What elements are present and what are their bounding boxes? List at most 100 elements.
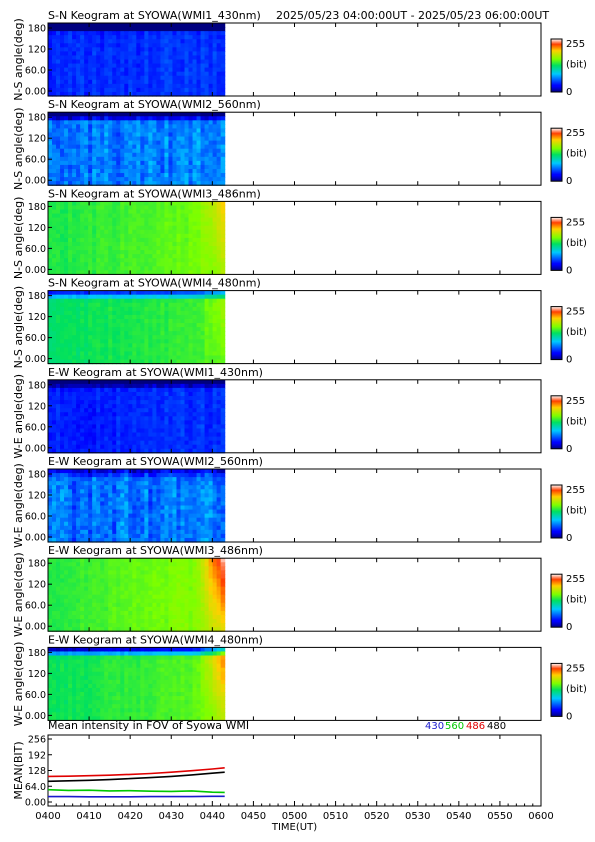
y-tick-label: 120 [28, 223, 46, 234]
y-tick-label: 0.00 [25, 711, 46, 722]
keogram-panel: E-W Keogram at SYOWA(WMI4_480nm) W-E angl… [12, 633, 587, 726]
y-tick-label: 180 [28, 291, 46, 302]
colorbar: 255 (bit) 0 [550, 216, 587, 276]
y-tick-label: 60.0 [25, 155, 46, 166]
y-tick-label: 180 [28, 113, 46, 124]
keogram-panel: S-N Keogram at SYOWA(WMI2_560nm) N-S angl… [12, 98, 587, 190]
keogram-image [48, 112, 226, 186]
series-line-480 [47, 771, 225, 783]
mean-y-axis-label: MEAN(BIT) [12, 741, 25, 799]
y-tick-label: 60.0 [25, 512, 46, 523]
legend-entry: 430 [425, 721, 444, 732]
keogram-panels: S-N Keogram at SYOWA(WMI1_430nm) N-S angl… [12, 9, 587, 726]
y-tick-label: 60.0 [25, 422, 46, 433]
y-tick-label: 0.00 [25, 533, 46, 544]
colorbar-unit-label: (bit) [566, 506, 587, 517]
y-tick-label: 120 [28, 580, 46, 591]
mean-intensity-panel: Mean intensity in FOV of Syowa WMI 430 560… [12, 719, 554, 833]
keogram-image [48, 201, 226, 275]
y-axis-label: N-S angle(deg) [12, 107, 25, 190]
legend-entry: 486 [466, 721, 485, 732]
panel-title: E-W Keogram at SYOWA(WMI4_480nm) [48, 633, 263, 646]
mean-y-tick-label: 128 [28, 766, 46, 777]
colorbar-unit-label: (bit) [566, 149, 587, 160]
panel-title: S-N Keogram at SYOWA(WMI4_480nm) [48, 277, 261, 290]
keogram-panel: E-W Keogram at SYOWA(WMI2_560nm) W-E angl… [12, 455, 587, 548]
x-tick-label: 0440 [200, 811, 225, 822]
colorbar-max-label: 255 [566, 39, 585, 50]
legend-entry: 480 [487, 721, 506, 732]
panel-title: E-W Keogram at SYOWA(WMI2_560nm) [48, 455, 263, 468]
colorbar-min-label: 0 [566, 176, 572, 187]
y-axis-label: N-S angle(deg) [12, 197, 25, 280]
x-axis-label: TIME(UT) [271, 822, 317, 833]
y-tick-label: 0.00 [25, 622, 46, 633]
colorbar: 255 (bit) 0 [550, 306, 587, 366]
mean-y-tick-label: 256 [28, 735, 46, 746]
colorbar-min-label: 0 [566, 711, 572, 722]
y-tick-label: 120 [28, 669, 46, 680]
y-tick-label: 0.00 [25, 176, 46, 187]
colorbar-min-label: 0 [566, 533, 572, 544]
y-tick-label: 120 [28, 45, 46, 56]
legend-entry: 560 [445, 721, 464, 732]
x-tick-label: 0450 [241, 811, 266, 822]
x-tick-label: 0520 [364, 811, 389, 822]
colorbar-min-label: 0 [566, 265, 572, 276]
colorbar-min-label: 0 [566, 87, 572, 98]
y-axis-label: W-E angle(deg) [12, 463, 25, 548]
colorbar-unit-label: (bit) [566, 684, 587, 695]
colorbar: 255 (bit) 0 [550, 38, 587, 98]
x-tick-label: 0540 [446, 811, 471, 822]
series-line-486 [47, 767, 225, 778]
colorbar: 255 (bit) 0 [550, 662, 587, 722]
keogram-panel: E-W Keogram at SYOWA(WMI3_486nm) W-E angl… [12, 544, 587, 637]
x-tick-label: 0430 [159, 811, 184, 822]
y-tick-label: 120 [28, 134, 46, 145]
y-tick-label: 60.0 [25, 66, 46, 77]
y-tick-label: 60.0 [25, 244, 46, 255]
keogram-image [48, 23, 226, 97]
mean-y-tick-label: 64.0 [25, 782, 46, 793]
colorbar-unit-label: (bit) [566, 595, 587, 606]
mean-y-tick-label: 0.00 [25, 798, 46, 809]
keogram-panel: S-N Keogram at SYOWA(WMI1_430nm) N-S angl… [12, 9, 587, 101]
colorbar-min-label: 0 [566, 622, 572, 633]
x-tick-label: 0510 [323, 811, 348, 822]
mean-panel-title: Mean intensity in FOV of Syowa WMI [48, 719, 249, 732]
panel-title: S-N Keogram at SYOWA(WMI3_486nm) [48, 187, 261, 200]
x-tick-label: 0410 [76, 811, 101, 822]
y-tick-label: 0.00 [25, 265, 46, 276]
colorbar: 255 (bit) 0 [550, 395, 587, 455]
colorbar-max-label: 255 [566, 307, 585, 318]
x-tick-label: 0420 [117, 811, 142, 822]
mean-plot-frame [47, 734, 542, 807]
x-tick-label: 0400 [35, 811, 60, 822]
y-tick-label: 0.00 [25, 443, 46, 454]
keogram-panel: S-N Keogram at SYOWA(WMI4_480nm) N-S angl… [12, 277, 587, 369]
keogram-image [48, 379, 226, 454]
colorbar-min-label: 0 [566, 444, 572, 455]
mean-y-tick-label: 192 [28, 750, 46, 761]
legend: 430 560 486 480 [425, 721, 506, 732]
y-axis-label: W-E angle(deg) [12, 374, 25, 459]
colorbar-unit-label: (bit) [566, 238, 587, 249]
y-tick-label: 180 [28, 470, 46, 481]
y-tick-label: 60.0 [25, 690, 46, 701]
y-tick-label: 120 [28, 491, 46, 502]
panel-title: S-N Keogram at SYOWA(WMI2_560nm) [48, 98, 261, 111]
time-range-header: 2025/05/23 04:00:00UT - 2025/05/23 06:00… [276, 9, 549, 22]
colorbar: 255 (bit) 0 [550, 127, 587, 187]
x-tick-label: 0600 [528, 811, 553, 822]
keogram-image [48, 469, 226, 543]
keogram-image [48, 290, 226, 365]
keogram-panel: E-W Keogram at SYOWA(WMI1_430nm) W-E angl… [12, 366, 587, 459]
colorbar-unit-label: (bit) [566, 60, 587, 71]
y-tick-label: 0.00 [25, 87, 46, 98]
colorbar: 255 (bit) 0 [550, 573, 587, 633]
y-tick-label: 180 [28, 380, 46, 391]
series-line-430 [48, 795, 225, 798]
colorbar-unit-label: (bit) [566, 327, 587, 338]
y-axis-label: N-S angle(deg) [12, 18, 25, 101]
